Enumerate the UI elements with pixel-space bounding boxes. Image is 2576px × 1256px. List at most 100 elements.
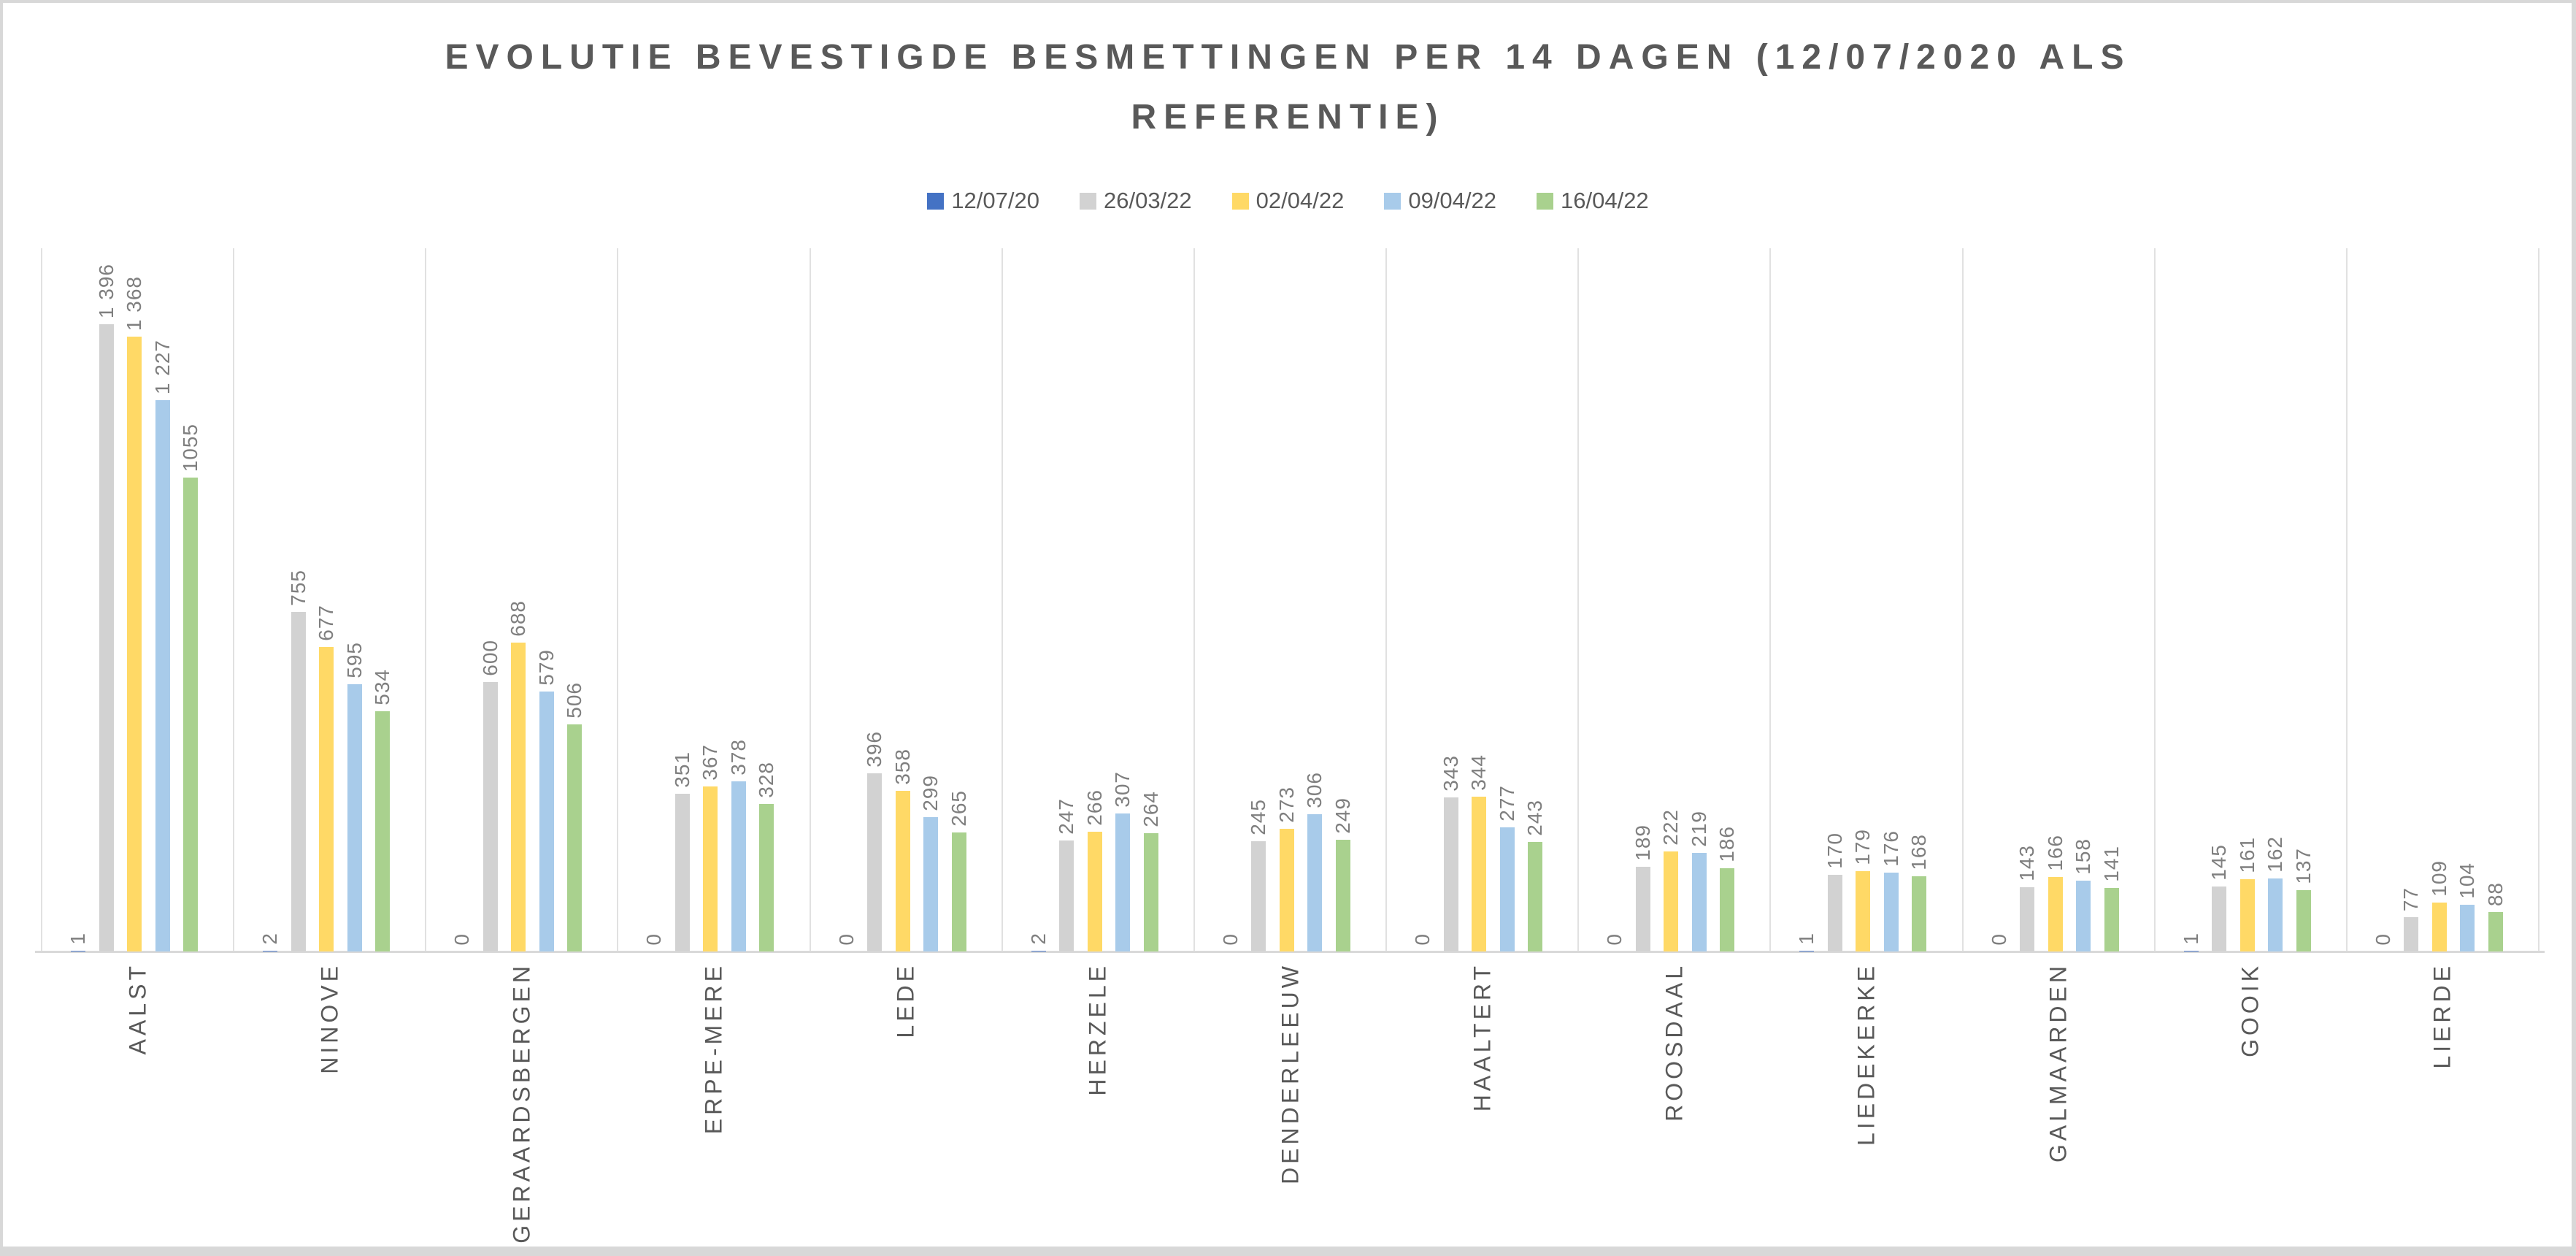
- bar: [2076, 881, 2091, 951]
- bar-value-label: 0: [642, 933, 666, 946]
- legend-item-02-04-22: 02/04/22: [1231, 188, 1345, 214]
- bar: [127, 337, 142, 951]
- grid-separator: [2345, 248, 2348, 951]
- bar-value-label: 249: [1331, 797, 1354, 834]
- bar: [2048, 877, 2063, 951]
- bar: [923, 817, 939, 951]
- bar: [1720, 868, 1735, 951]
- grid-separator: [617, 248, 619, 951]
- bar: [567, 724, 583, 951]
- bar: [2296, 890, 2311, 951]
- frame-border-right: [2572, 0, 2576, 1256]
- grid-separator: [233, 248, 235, 951]
- legend-item-09-04-22: 09/04/22: [1384, 188, 1496, 214]
- bar: [1279, 829, 1294, 951]
- bar: [2431, 903, 2447, 951]
- grid-separator: [425, 248, 427, 951]
- bar: [1115, 813, 1131, 951]
- bar: [674, 794, 690, 951]
- grid-separator: [2153, 248, 2156, 951]
- legend-label: 02/04/22: [1256, 188, 1345, 213]
- bar-value-label: 273: [1274, 786, 1298, 823]
- grid-separator: [809, 248, 811, 951]
- grid-separator: [1193, 248, 1195, 951]
- bar-value-label: 343: [1439, 755, 1462, 792]
- category-label: LIERDE: [2429, 962, 2456, 1069]
- category-label: LIEDEKERKE: [1853, 962, 1880, 1146]
- bar: [183, 478, 198, 951]
- bar: [2212, 887, 2227, 951]
- bar: [895, 791, 910, 951]
- bar-value-label: 0: [834, 933, 858, 946]
- bar-value-label: 0: [1987, 933, 2010, 946]
- bar-value-label: 189: [1631, 824, 1654, 861]
- bar: [867, 773, 883, 951]
- bar: [731, 781, 746, 951]
- bar-value-label: 109: [2427, 860, 2450, 897]
- bar-value-label: 219: [1687, 811, 1710, 847]
- bar-value-label: 328: [755, 762, 778, 798]
- category-label: HAALTERT: [1469, 962, 1496, 1112]
- chart-title: EVOLUTIE BEVESTIGDE BESMETTINGEN PER 14 …: [0, 28, 2576, 148]
- bar-value-label: 534: [371, 669, 394, 705]
- bar: [1443, 797, 1458, 951]
- bar-value-label: 247: [1055, 798, 1078, 835]
- bar: [1691, 853, 1707, 951]
- bar: [1856, 871, 1871, 951]
- bar-value-label: 166: [2043, 835, 2066, 871]
- bar-value-label: 579: [534, 649, 558, 686]
- legend-item-26-03-22: 26/03/22: [1079, 188, 1192, 214]
- bar-value-label: 243: [1523, 800, 1547, 836]
- bar: [1827, 875, 1842, 951]
- bar-value-label: 306: [1303, 772, 1326, 808]
- bar-value-label: 141: [2099, 846, 2123, 882]
- bar-value-label: 77: [2399, 887, 2423, 911]
- bar-value-label: 595: [342, 642, 366, 678]
- bar: [1143, 833, 1158, 951]
- bar: [1335, 840, 1350, 951]
- bar-value-label: 143: [2015, 845, 2039, 881]
- bar-value-label: 688: [507, 600, 530, 637]
- bar-value-label: 307: [1111, 771, 1134, 808]
- grid-separator: [41, 248, 42, 951]
- bar-value-label: 266: [1083, 789, 1106, 826]
- bar-value-label: 755: [286, 570, 309, 606]
- category-label: LEDE: [892, 962, 919, 1038]
- bar-value-label: 179: [1851, 829, 1875, 865]
- bar: [2488, 912, 2503, 951]
- bar-value-label: 0: [1603, 933, 1626, 946]
- bar-value-label: 344: [1467, 754, 1491, 791]
- bar: [2460, 905, 2475, 951]
- bar: [2020, 887, 2035, 951]
- bar: [1883, 873, 1899, 951]
- bar-value-label: 277: [1495, 785, 1518, 822]
- legend-item-12-07-20: 12/07/20: [927, 188, 1039, 214]
- bar: [951, 832, 966, 951]
- bar: [1087, 832, 1102, 951]
- category-label: HERZELE: [1084, 962, 1111, 1096]
- bar: [1635, 867, 1650, 951]
- bar-value-label: 1 368: [123, 275, 145, 331]
- category-label: GALMAARDEN: [2045, 962, 2072, 1163]
- bar: [2104, 888, 2119, 951]
- legend-swatch-icon: [1537, 192, 1553, 210]
- bar: [1528, 842, 1543, 951]
- legend-swatch-icon: [927, 192, 945, 210]
- grid-separator: [1385, 248, 1388, 951]
- category-label: GERAARDSBERGEN: [508, 962, 535, 1244]
- bar-value-label: 1 227: [150, 339, 174, 394]
- bar-value-label: 1055: [179, 423, 201, 472]
- bar: [1664, 851, 1679, 951]
- bar-value-label: 2: [258, 933, 282, 945]
- bar: [1059, 840, 1074, 951]
- bar-value-label: 265: [947, 790, 970, 827]
- legend-swatch-icon: [1384, 192, 1402, 210]
- legend-label: 26/03/22: [1103, 188, 1192, 213]
- bar-value-label: 378: [726, 739, 750, 776]
- bar-value-label: 176: [1879, 830, 1902, 867]
- bar: [2239, 879, 2255, 951]
- frame-border-bottom: [0, 1247, 2576, 1256]
- bar-value-label: 158: [2072, 838, 2095, 875]
- bar-value-label: 137: [2291, 848, 2315, 884]
